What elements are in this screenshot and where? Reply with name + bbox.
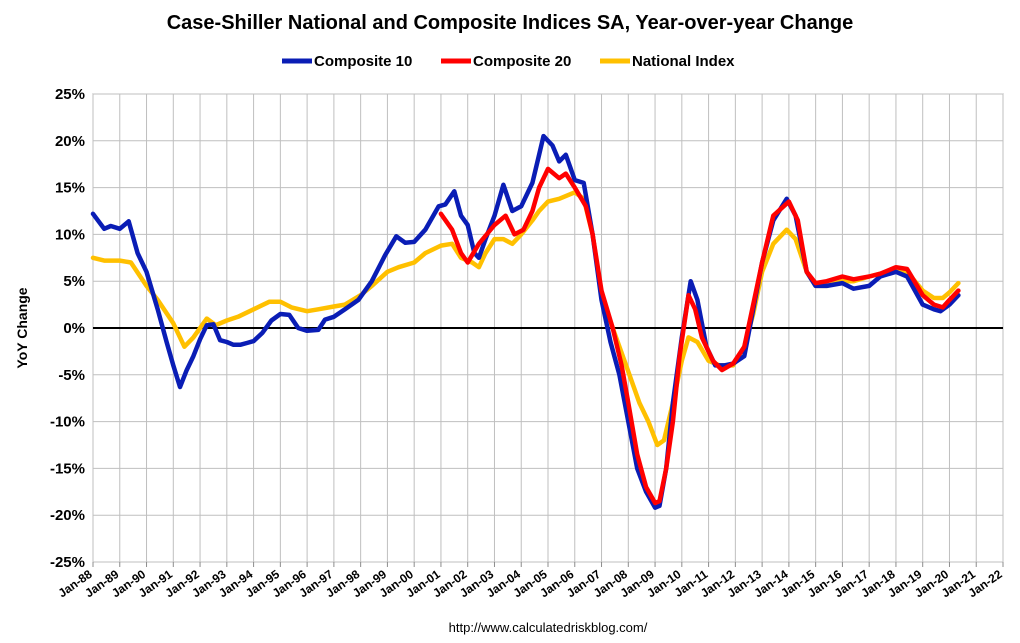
legend: Composite 10 Composite 20 National Index — [282, 53, 735, 70]
y-tick-label: -5% — [58, 367, 85, 384]
legend-label-composite-10: Composite 10 — [314, 53, 412, 70]
source-url: http://www.calculatedriskblog.com/ — [449, 620, 648, 635]
y-tick-label: 25% — [55, 86, 85, 103]
y-tick-label: 0% — [63, 320, 85, 337]
y-tick-label: -20% — [50, 507, 85, 524]
y-tick-label: 15% — [55, 180, 85, 197]
y-tick-label: -10% — [50, 414, 85, 431]
legend-item-composite-20: Composite 20 — [441, 53, 571, 70]
y-axis-label: YoY Change — [14, 287, 30, 368]
y-tick-label: 5% — [63, 273, 85, 290]
series-line-composite-20 — [438, 166, 961, 506]
series-layer — [90, 133, 961, 510]
legend-label-composite-20: Composite 20 — [473, 53, 571, 70]
x-axis: Jan-88Jan-89Jan-90Jan-91Jan-92Jan-93Jan-… — [56, 562, 1005, 600]
y-tick-label: 20% — [55, 133, 85, 150]
chart-title: Case-Shiller National and Composite Indi… — [167, 12, 854, 34]
y-tick-label: -25% — [50, 554, 85, 571]
legend-label-national-index: National Index — [632, 53, 735, 70]
y-tick-label: -15% — [50, 460, 85, 477]
y-axis: 25% 20% 15% 10% 5% 0% -5% -10% -15% -20% -25% — [50, 86, 85, 571]
legend-item-composite-10: Composite 10 — [282, 53, 412, 70]
legend-item-national-index: National Index — [600, 53, 735, 70]
y-tick-label: 10% — [55, 226, 85, 243]
